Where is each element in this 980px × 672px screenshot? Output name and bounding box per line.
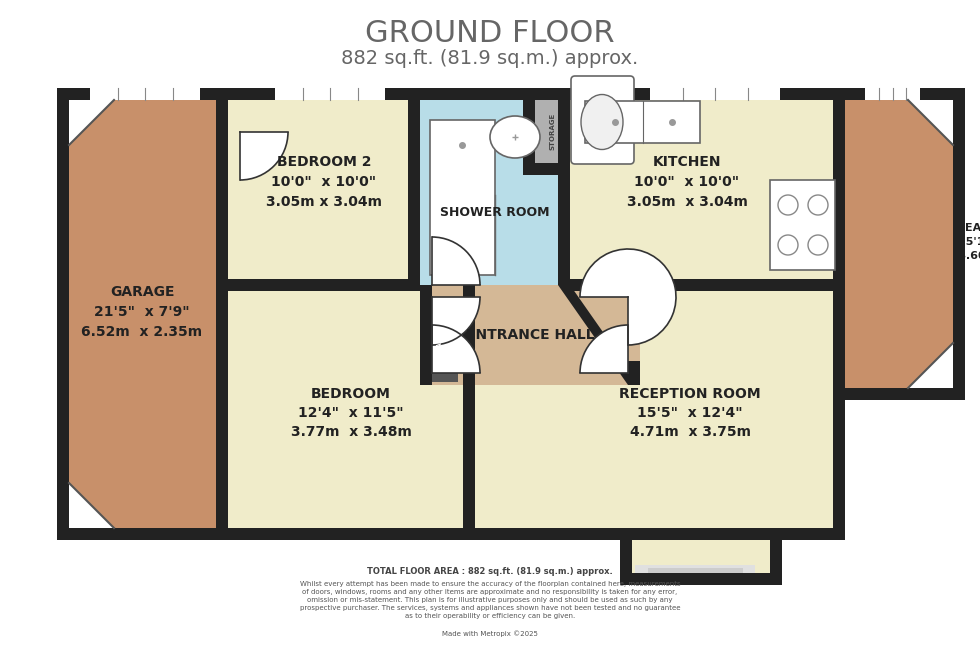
Text: BEDROOM
12'4"  x 11'5"
3.77m  x 3.48m: BEDROOM 12'4" x 11'5" 3.77m x 3.48m bbox=[290, 386, 412, 439]
Bar bbox=[228, 88, 845, 100]
Bar bbox=[845, 388, 965, 400]
Ellipse shape bbox=[490, 116, 540, 158]
Bar bbox=[420, 88, 570, 285]
Text: LEAN TO
15'1"  x 5'3"
4.60m  x 1.61m: LEAN TO 15'1" x 5'3" 4.60m x 1.61m bbox=[958, 223, 980, 261]
Bar bbox=[620, 573, 782, 585]
Text: KITCHEN
10'0"  x 10'0"
3.05m  x 3.04m: KITCHEN 10'0" x 10'0" 3.05m x 3.04m bbox=[626, 155, 748, 208]
Bar bbox=[523, 163, 570, 175]
Bar bbox=[57, 88, 69, 540]
Bar bbox=[845, 88, 965, 100]
Polygon shape bbox=[908, 343, 953, 388]
Text: BEDROOM 2
10'0"  x 10'0"
3.05m x 3.04m: BEDROOM 2 10'0" x 10'0" 3.05m x 3.04m bbox=[266, 155, 382, 208]
Wedge shape bbox=[580, 249, 676, 345]
Bar bbox=[275, 88, 385, 100]
Text: STORAGE: STORAGE bbox=[436, 331, 442, 368]
Bar bbox=[648, 568, 743, 580]
Bar bbox=[628, 361, 640, 385]
Bar bbox=[570, 88, 845, 285]
Bar bbox=[770, 535, 782, 585]
Bar bbox=[57, 88, 228, 540]
Bar bbox=[865, 88, 920, 100]
Text: TOTAL FLOOR AREA : 882 sq.ft. (81.9 sq.m.) approx.: TOTAL FLOOR AREA : 882 sq.ft. (81.9 sq.m… bbox=[368, 567, 612, 577]
Bar bbox=[408, 88, 420, 285]
Bar bbox=[420, 285, 432, 385]
Bar bbox=[228, 528, 845, 540]
Bar bbox=[228, 279, 420, 291]
Text: Whilst every attempt has been made to ensure the accuracy of the floorplan conta: Whilst every attempt has been made to en… bbox=[300, 581, 680, 619]
Polygon shape bbox=[570, 285, 640, 385]
Bar bbox=[523, 88, 535, 175]
Bar bbox=[558, 88, 570, 175]
Bar bbox=[228, 88, 420, 285]
Wedge shape bbox=[432, 237, 480, 285]
Wedge shape bbox=[432, 297, 480, 345]
Bar bbox=[770, 180, 835, 270]
Bar bbox=[216, 88, 228, 540]
Bar bbox=[430, 120, 495, 275]
Bar bbox=[420, 361, 432, 385]
Bar bbox=[57, 528, 240, 540]
Bar bbox=[833, 88, 845, 285]
Bar bbox=[535, 88, 570, 175]
Ellipse shape bbox=[581, 95, 623, 149]
Bar bbox=[620, 535, 770, 585]
Bar bbox=[570, 279, 845, 291]
Wedge shape bbox=[432, 325, 480, 373]
Bar bbox=[90, 88, 200, 100]
Bar bbox=[570, 279, 640, 291]
Bar bbox=[620, 535, 632, 585]
Bar bbox=[463, 273, 475, 540]
Text: GROUND FLOOR: GROUND FLOOR bbox=[366, 19, 614, 48]
Text: Made with Metropix ©2025: Made with Metropix ©2025 bbox=[442, 630, 538, 637]
Bar bbox=[833, 285, 845, 540]
Bar bbox=[57, 88, 228, 100]
Text: STORAGE: STORAGE bbox=[550, 113, 556, 150]
Text: GARAGE
21'5"  x 7'9"
6.52m  x 2.35m: GARAGE 21'5" x 7'9" 6.52m x 2.35m bbox=[81, 286, 203, 339]
Text: 882 sq.ft. (81.9 sq.m.) approx.: 882 sq.ft. (81.9 sq.m.) approx. bbox=[341, 50, 639, 69]
Text: RECEPTION ROOM
15'5"  x 12'4"
4.71m  x 3.75m: RECEPTION ROOM 15'5" x 12'4" 4.71m x 3.7… bbox=[619, 386, 760, 439]
Bar bbox=[420, 285, 640, 385]
Polygon shape bbox=[69, 100, 114, 145]
Bar bbox=[650, 88, 780, 100]
Wedge shape bbox=[240, 132, 288, 180]
Text: ENTRANCE HALL: ENTRANCE HALL bbox=[466, 328, 594, 342]
Bar bbox=[635, 565, 755, 580]
FancyBboxPatch shape bbox=[571, 76, 634, 164]
Wedge shape bbox=[580, 325, 628, 373]
Polygon shape bbox=[69, 483, 114, 528]
Polygon shape bbox=[558, 285, 640, 385]
Bar bbox=[585, 101, 700, 143]
Bar bbox=[558, 175, 570, 285]
Bar bbox=[228, 279, 420, 291]
Bar bbox=[475, 285, 845, 540]
Text: SHOWER ROOM: SHOWER ROOM bbox=[440, 206, 550, 218]
Bar bbox=[228, 285, 475, 540]
Bar bbox=[845, 88, 953, 400]
Bar bbox=[420, 317, 458, 382]
Polygon shape bbox=[908, 100, 953, 145]
Bar bbox=[953, 88, 965, 400]
